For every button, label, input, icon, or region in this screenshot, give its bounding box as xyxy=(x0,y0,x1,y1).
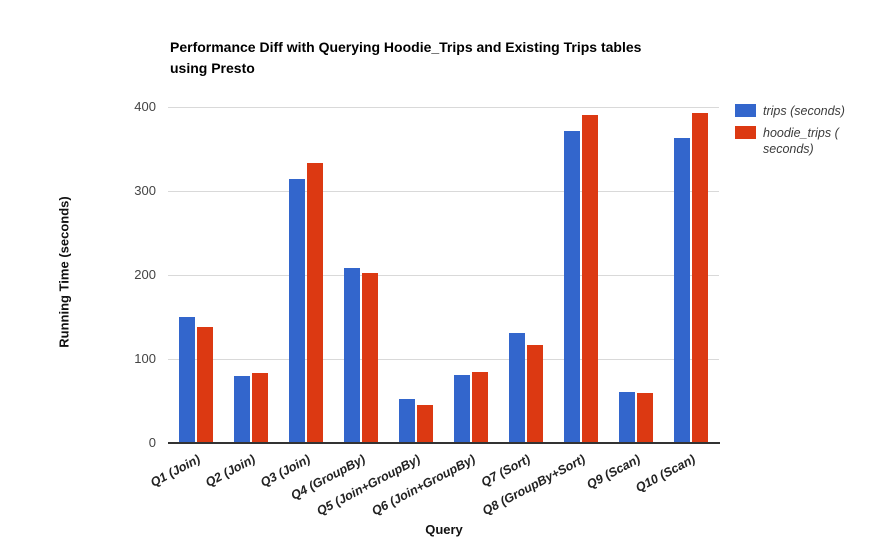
bar-q10-hoodie_trips[interactable] xyxy=(692,112,709,443)
legend: trips (seconds) hoodie_trips ( seconds) xyxy=(735,103,845,163)
bar-q9-hoodie_trips[interactable] xyxy=(637,392,654,443)
legend-item-0: trips (seconds) xyxy=(735,103,845,119)
y-tick-label-0: 0 xyxy=(148,435,156,450)
gridline-300 xyxy=(168,191,719,192)
bar-q1-trips[interactable] xyxy=(178,317,195,443)
bar-q10-trips[interactable] xyxy=(674,138,691,443)
bar-q6-hoodie_trips[interactable] xyxy=(472,371,489,443)
bar-q2-hoodie_trips[interactable] xyxy=(251,373,268,443)
y-tick-label-300: 300 xyxy=(134,183,156,198)
bar-q8-trips[interactable] xyxy=(564,131,581,443)
gridline-400 xyxy=(168,107,719,108)
bar-q4-trips[interactable] xyxy=(343,268,360,443)
legend-swatch-0 xyxy=(735,104,756,117)
x-axis-line xyxy=(168,442,720,444)
bar-q7-hoodie_trips[interactable] xyxy=(527,344,544,443)
gridline-200 xyxy=(168,275,719,276)
bar-q7-trips[interactable] xyxy=(509,332,526,443)
chart-title: Performance Diff with Querying Hoodie_Tr… xyxy=(170,39,642,76)
y-axis-title: Running Time (seconds) xyxy=(56,196,72,348)
bar-q5-trips[interactable] xyxy=(398,399,415,443)
plot-area xyxy=(168,107,719,443)
bar-q8-hoodie_trips[interactable] xyxy=(582,115,599,443)
bar-q2-trips[interactable] xyxy=(233,375,250,443)
y-tick-label-100: 100 xyxy=(134,351,156,366)
y-tick-label-400: 400 xyxy=(134,99,156,114)
bar-q4-hoodie_trips[interactable] xyxy=(361,273,378,443)
bar-q9-trips[interactable] xyxy=(619,391,636,443)
legend-swatch-1 xyxy=(735,126,756,139)
x-axis-title: Query xyxy=(425,522,463,537)
y-tick-label-200: 200 xyxy=(134,267,156,282)
bar-q3-trips[interactable] xyxy=(288,179,305,443)
bar-q5-hoodie_trips[interactable] xyxy=(416,405,433,443)
bar-q6-trips[interactable] xyxy=(454,374,471,443)
gridline-100 xyxy=(168,359,719,360)
bar-q3-hoodie_trips[interactable] xyxy=(306,163,323,443)
legend-item-1: hoodie_trips ( seconds) xyxy=(735,125,845,157)
bar-q1-hoodie_trips[interactable] xyxy=(196,327,213,443)
legend-label-0: trips (seconds) xyxy=(763,104,845,118)
legend-label-1: hoodie_trips ( seconds) xyxy=(763,126,839,156)
